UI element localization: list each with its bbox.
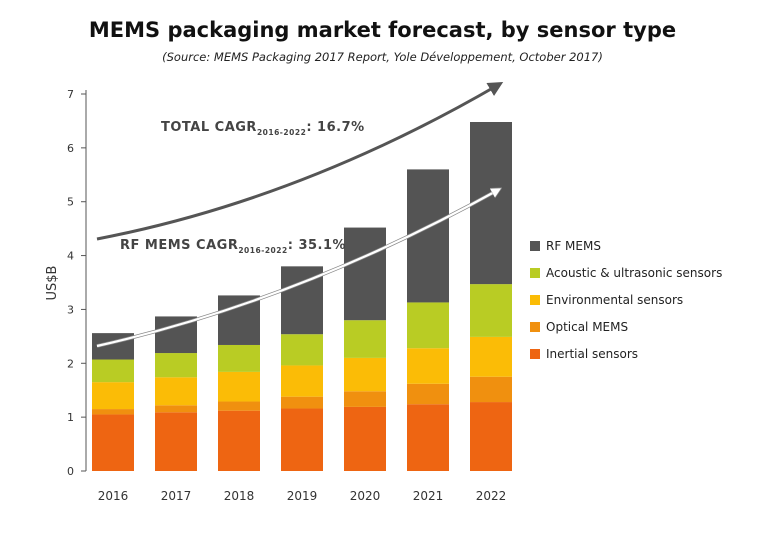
bar-segment-acoustic-ultrasonic-sensors-2022 bbox=[470, 284, 512, 337]
bar-segment-inertial-sensors-2016 bbox=[92, 414, 134, 471]
bar-segment-optical-mems-2019 bbox=[281, 396, 323, 409]
y-tick-label: 4 bbox=[67, 250, 74, 263]
bar-segment-optical-mems-2016 bbox=[92, 409, 134, 415]
bar-segment-optical-mems-2017 bbox=[155, 405, 197, 413]
bar-segment-inertial-sensors-2018 bbox=[218, 410, 260, 471]
total-cagr-label: TOTAL CAGR2016-2022: 16.7% bbox=[161, 120, 365, 137]
legend-label: RF MEMS bbox=[546, 238, 601, 253]
bar-segment-optical-mems-2022 bbox=[470, 376, 512, 403]
bar-segment-optical-mems-2018 bbox=[218, 401, 260, 411]
bar-segment-rf-mems-2021 bbox=[407, 169, 449, 303]
bar-segment-optical-mems-2020 bbox=[344, 391, 386, 407]
bar-segment-acoustic-ultrasonic-sensors-2018 bbox=[218, 344, 260, 372]
bar-segment-acoustic-ultrasonic-sensors-2021 bbox=[407, 302, 449, 349]
y-axis-label: US$B bbox=[45, 266, 60, 301]
bar-segment-optical-mems-2021 bbox=[407, 383, 449, 405]
x-tick-label: 2021 bbox=[413, 489, 444, 503]
y-tick-label: 3 bbox=[67, 303, 74, 316]
chart-title: MEMS packaging market forecast, by senso… bbox=[88, 18, 677, 42]
bar-segment-acoustic-ultrasonic-sensors-2019 bbox=[281, 334, 323, 366]
legend-item: Acoustic & ultrasonic sensors bbox=[530, 259, 722, 286]
rf-mems-cagr-label: RF MEMS CAGR2016-2022: 35.1% bbox=[120, 238, 346, 255]
y-tick-label: 7 bbox=[67, 88, 74, 101]
legend-label: Optical MEMS bbox=[546, 319, 629, 334]
bar-segment-environmental-sensors-2017 bbox=[155, 377, 197, 406]
legend: RF MEMS Acoustic & ultrasonic sensors Envi… bbox=[530, 232, 722, 367]
bar-segment-inertial-sensors-2020 bbox=[344, 406, 386, 471]
bar-segment-inertial-sensors-2022 bbox=[470, 402, 512, 471]
legend-swatch bbox=[530, 348, 540, 359]
x-tick-label: 2022 bbox=[476, 489, 507, 503]
x-tick-label: 2017 bbox=[161, 489, 192, 503]
y-tick-label: 1 bbox=[67, 411, 74, 424]
x-tick-label: 2020 bbox=[350, 489, 381, 503]
legend-swatch bbox=[530, 240, 540, 251]
bar-segment-environmental-sensors-2019 bbox=[281, 365, 323, 397]
bar-segment-environmental-sensors-2020 bbox=[344, 357, 386, 392]
bar-segment-inertial-sensors-2019 bbox=[281, 408, 323, 471]
legend-swatch bbox=[530, 321, 540, 332]
bar-segment-environmental-sensors-2021 bbox=[407, 348, 449, 384]
bar-segment-environmental-sensors-2018 bbox=[218, 371, 260, 402]
bar-segment-acoustic-ultrasonic-sensors-2017 bbox=[155, 353, 197, 378]
chart-subtitle: (Source: MEMS Packaging 2017 Report, Yol… bbox=[162, 50, 603, 64]
bar-segment-acoustic-ultrasonic-sensors-2016 bbox=[92, 359, 134, 383]
legend-item: RF MEMS bbox=[530, 232, 722, 259]
y-tick-label: 2 bbox=[67, 357, 74, 370]
y-tick-label: 6 bbox=[67, 142, 74, 155]
x-tick-label: 2019 bbox=[287, 489, 318, 503]
legend-item: Environmental sensors bbox=[530, 286, 722, 313]
rf-cagr-arrow bbox=[96, 190, 498, 348]
bar-segment-acoustic-ultrasonic-sensors-2020 bbox=[344, 320, 386, 358]
legend-item: Inertial sensors bbox=[530, 340, 722, 367]
legend-label: Inertial sensors bbox=[546, 346, 639, 361]
legend-label: Acoustic & ultrasonic sensors bbox=[546, 265, 723, 280]
bar-segment-rf-mems-2018 bbox=[218, 295, 260, 345]
x-tick-label: 2018 bbox=[224, 489, 255, 503]
bar-segment-inertial-sensors-2017 bbox=[155, 412, 197, 471]
bar-segment-rf-mems-2020 bbox=[344, 227, 386, 321]
total-cagr-arrow bbox=[96, 81, 504, 241]
bar-segment-inertial-sensors-2021 bbox=[407, 404, 449, 471]
y-tick-label: 0 bbox=[67, 465, 74, 478]
bar-segment-environmental-sensors-2016 bbox=[92, 382, 134, 410]
legend-item: Optical MEMS bbox=[530, 313, 722, 340]
x-tick-label: 2016 bbox=[98, 489, 129, 503]
legend-swatch bbox=[530, 294, 540, 305]
legend-swatch bbox=[530, 267, 540, 278]
y-tick-label: 5 bbox=[67, 196, 74, 209]
bar-segment-environmental-sensors-2022 bbox=[470, 336, 512, 377]
legend-label: Environmental sensors bbox=[546, 292, 684, 307]
